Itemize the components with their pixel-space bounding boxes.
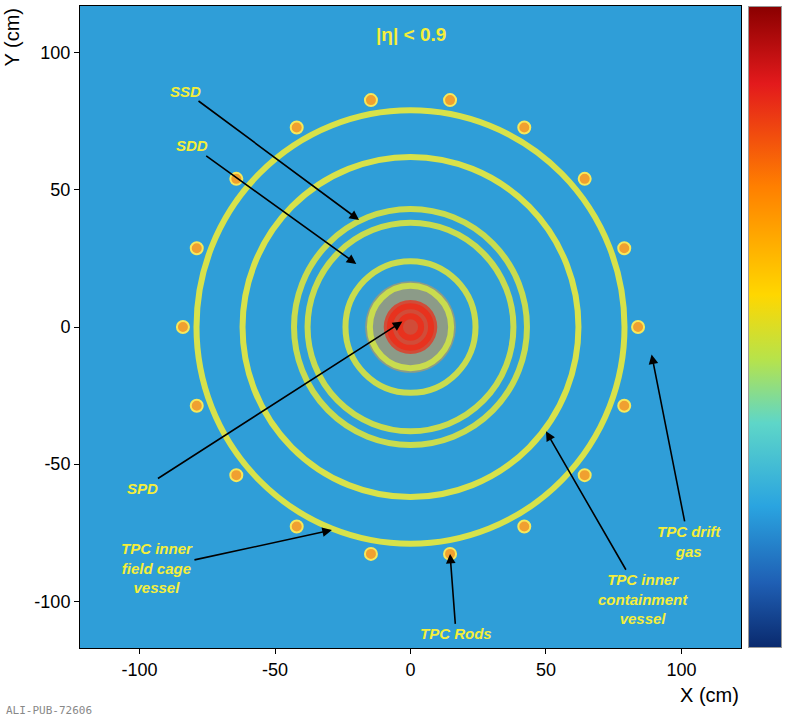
svg-text:SSD: SSD — [170, 83, 201, 100]
svg-text:X (cm): X (cm) — [680, 684, 739, 706]
svg-text:-100: -100 — [122, 660, 158, 680]
svg-text:SPD: SPD — [127, 480, 158, 497]
svg-text:50: 50 — [536, 660, 556, 680]
svg-text:|η| < 0.9: |η| < 0.9 — [376, 24, 446, 45]
svg-text:0: 0 — [60, 317, 70, 337]
svg-text:SDD: SDD — [176, 137, 208, 154]
svg-text:100: 100 — [40, 43, 70, 63]
svg-text:TPC innerfield cagevessel: TPC innerfield cagevessel — [121, 540, 193, 596]
svg-text:-50: -50 — [44, 454, 70, 474]
svg-text:TPC driftgas: TPC driftgas — [657, 523, 721, 560]
svg-text:TPC Rods: TPC Rods — [420, 625, 492, 642]
svg-text:Y (cm): Y (cm) — [1, 8, 23, 67]
svg-text:0: 0 — [405, 660, 415, 680]
svg-text:-50: -50 — [262, 660, 288, 680]
svg-text:ALI-PUB-72606: ALI-PUB-72606 — [6, 704, 92, 717]
svg-text:TPC innercontainmentvessel: TPC innercontainmentvessel — [598, 571, 688, 627]
svg-text:100: 100 — [666, 660, 696, 680]
svg-text:-100: -100 — [34, 592, 70, 612]
svg-text:50: 50 — [50, 180, 70, 200]
